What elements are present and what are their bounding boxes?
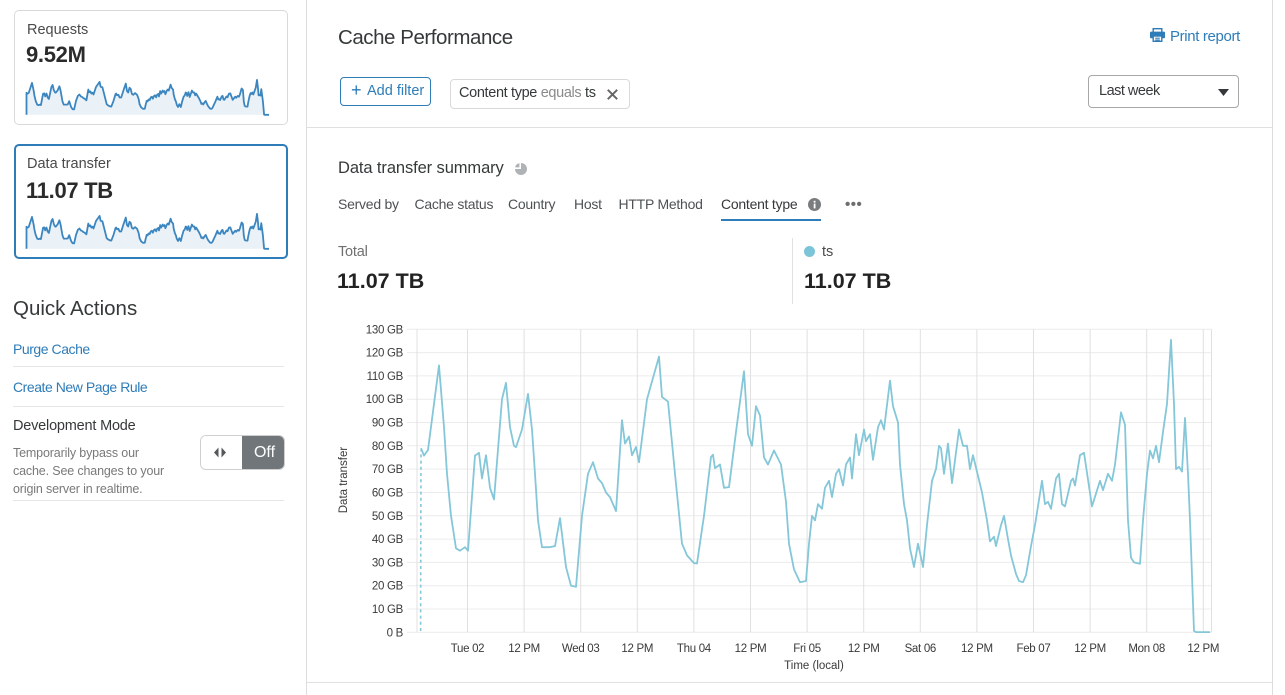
svg-text:12 PM: 12 PM [621,643,653,655]
svg-text:130 GB: 130 GB [366,324,404,336]
svg-text:110 GB: 110 GB [367,371,404,383]
svg-text:Sat 06: Sat 06 [905,643,936,655]
svg-text:Feb 07: Feb 07 [1016,643,1050,655]
svg-text:60 GB: 60 GB [372,488,404,500]
svg-text:100 GB: 100 GB [366,394,404,406]
svg-text:12 PM: 12 PM [1074,643,1106,655]
svg-text:90 GB: 90 GB [372,418,404,430]
svg-text:10 GB: 10 GB [372,604,404,616]
svg-text:40 GB: 40 GB [372,534,404,546]
svg-text:Fri 05: Fri 05 [793,643,821,655]
svg-text:30 GB: 30 GB [372,557,404,569]
svg-text:12 PM: 12 PM [735,643,767,655]
svg-text:12 PM: 12 PM [848,643,880,655]
svg-text:12 PM: 12 PM [508,643,540,655]
svg-text:70 GB: 70 GB [372,464,404,476]
svg-text:Data transfer: Data transfer [338,447,350,514]
svg-text:20 GB: 20 GB [372,581,404,593]
svg-text:80 GB: 80 GB [372,441,404,453]
svg-text:12 PM: 12 PM [1187,643,1219,655]
svg-text:0 B: 0 B [387,627,404,639]
svg-text:Thu 04: Thu 04 [677,643,712,655]
svg-text:Tue 02: Tue 02 [451,643,485,655]
svg-text:120 GB: 120 GB [366,348,404,360]
svg-text:Wed 03: Wed 03 [562,643,600,655]
svg-text:Mon 08: Mon 08 [1128,643,1165,655]
svg-text:Time (local): Time (local) [784,660,844,672]
svg-text:12 PM: 12 PM [961,643,993,655]
svg-text:50 GB: 50 GB [372,511,404,523]
